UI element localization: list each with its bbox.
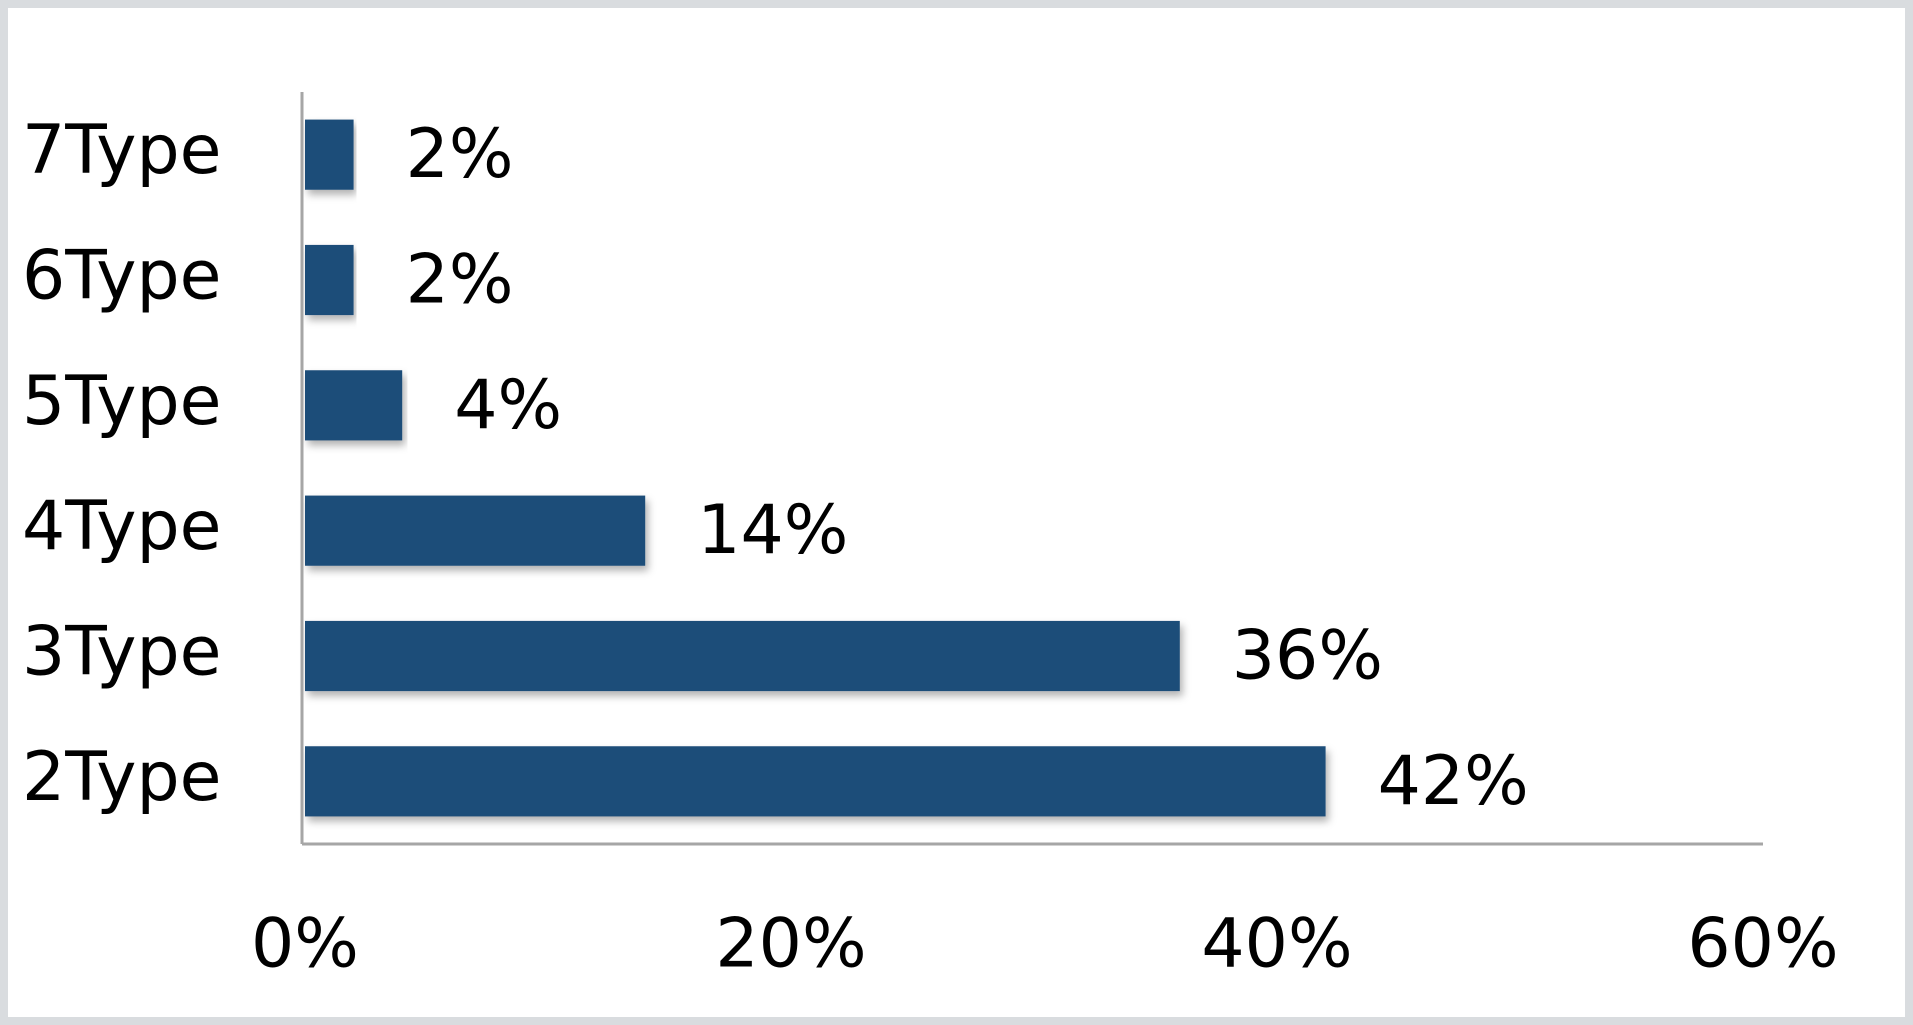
bar <box>305 495 646 566</box>
value-label: 2% <box>406 115 514 194</box>
bar <box>305 119 354 190</box>
bar <box>305 620 1180 692</box>
x-tick-label: 40% <box>1201 905 1352 984</box>
x-tick-label: 0% <box>251 905 359 984</box>
y-tick-label: 5Type <box>22 362 221 441</box>
y-tick-label: 4Type <box>22 487 221 566</box>
y-tick-label: 3Type <box>22 613 221 692</box>
value-label: 2% <box>406 241 514 320</box>
bar <box>305 244 354 316</box>
bar <box>305 370 403 441</box>
bar <box>305 746 1326 817</box>
value-label: 14% <box>697 491 848 570</box>
y-tick-label: 6Type <box>22 237 221 316</box>
y-tick-label: 2Type <box>22 738 221 817</box>
value-label: 42% <box>1378 742 1529 821</box>
value-label: 4% <box>454 366 562 445</box>
x-tick-label: 20% <box>715 905 866 984</box>
value-label: 36% <box>1232 617 1383 696</box>
x-tick-label: 60% <box>1687 905 1838 984</box>
y-tick-label: 7Type <box>22 111 221 190</box>
